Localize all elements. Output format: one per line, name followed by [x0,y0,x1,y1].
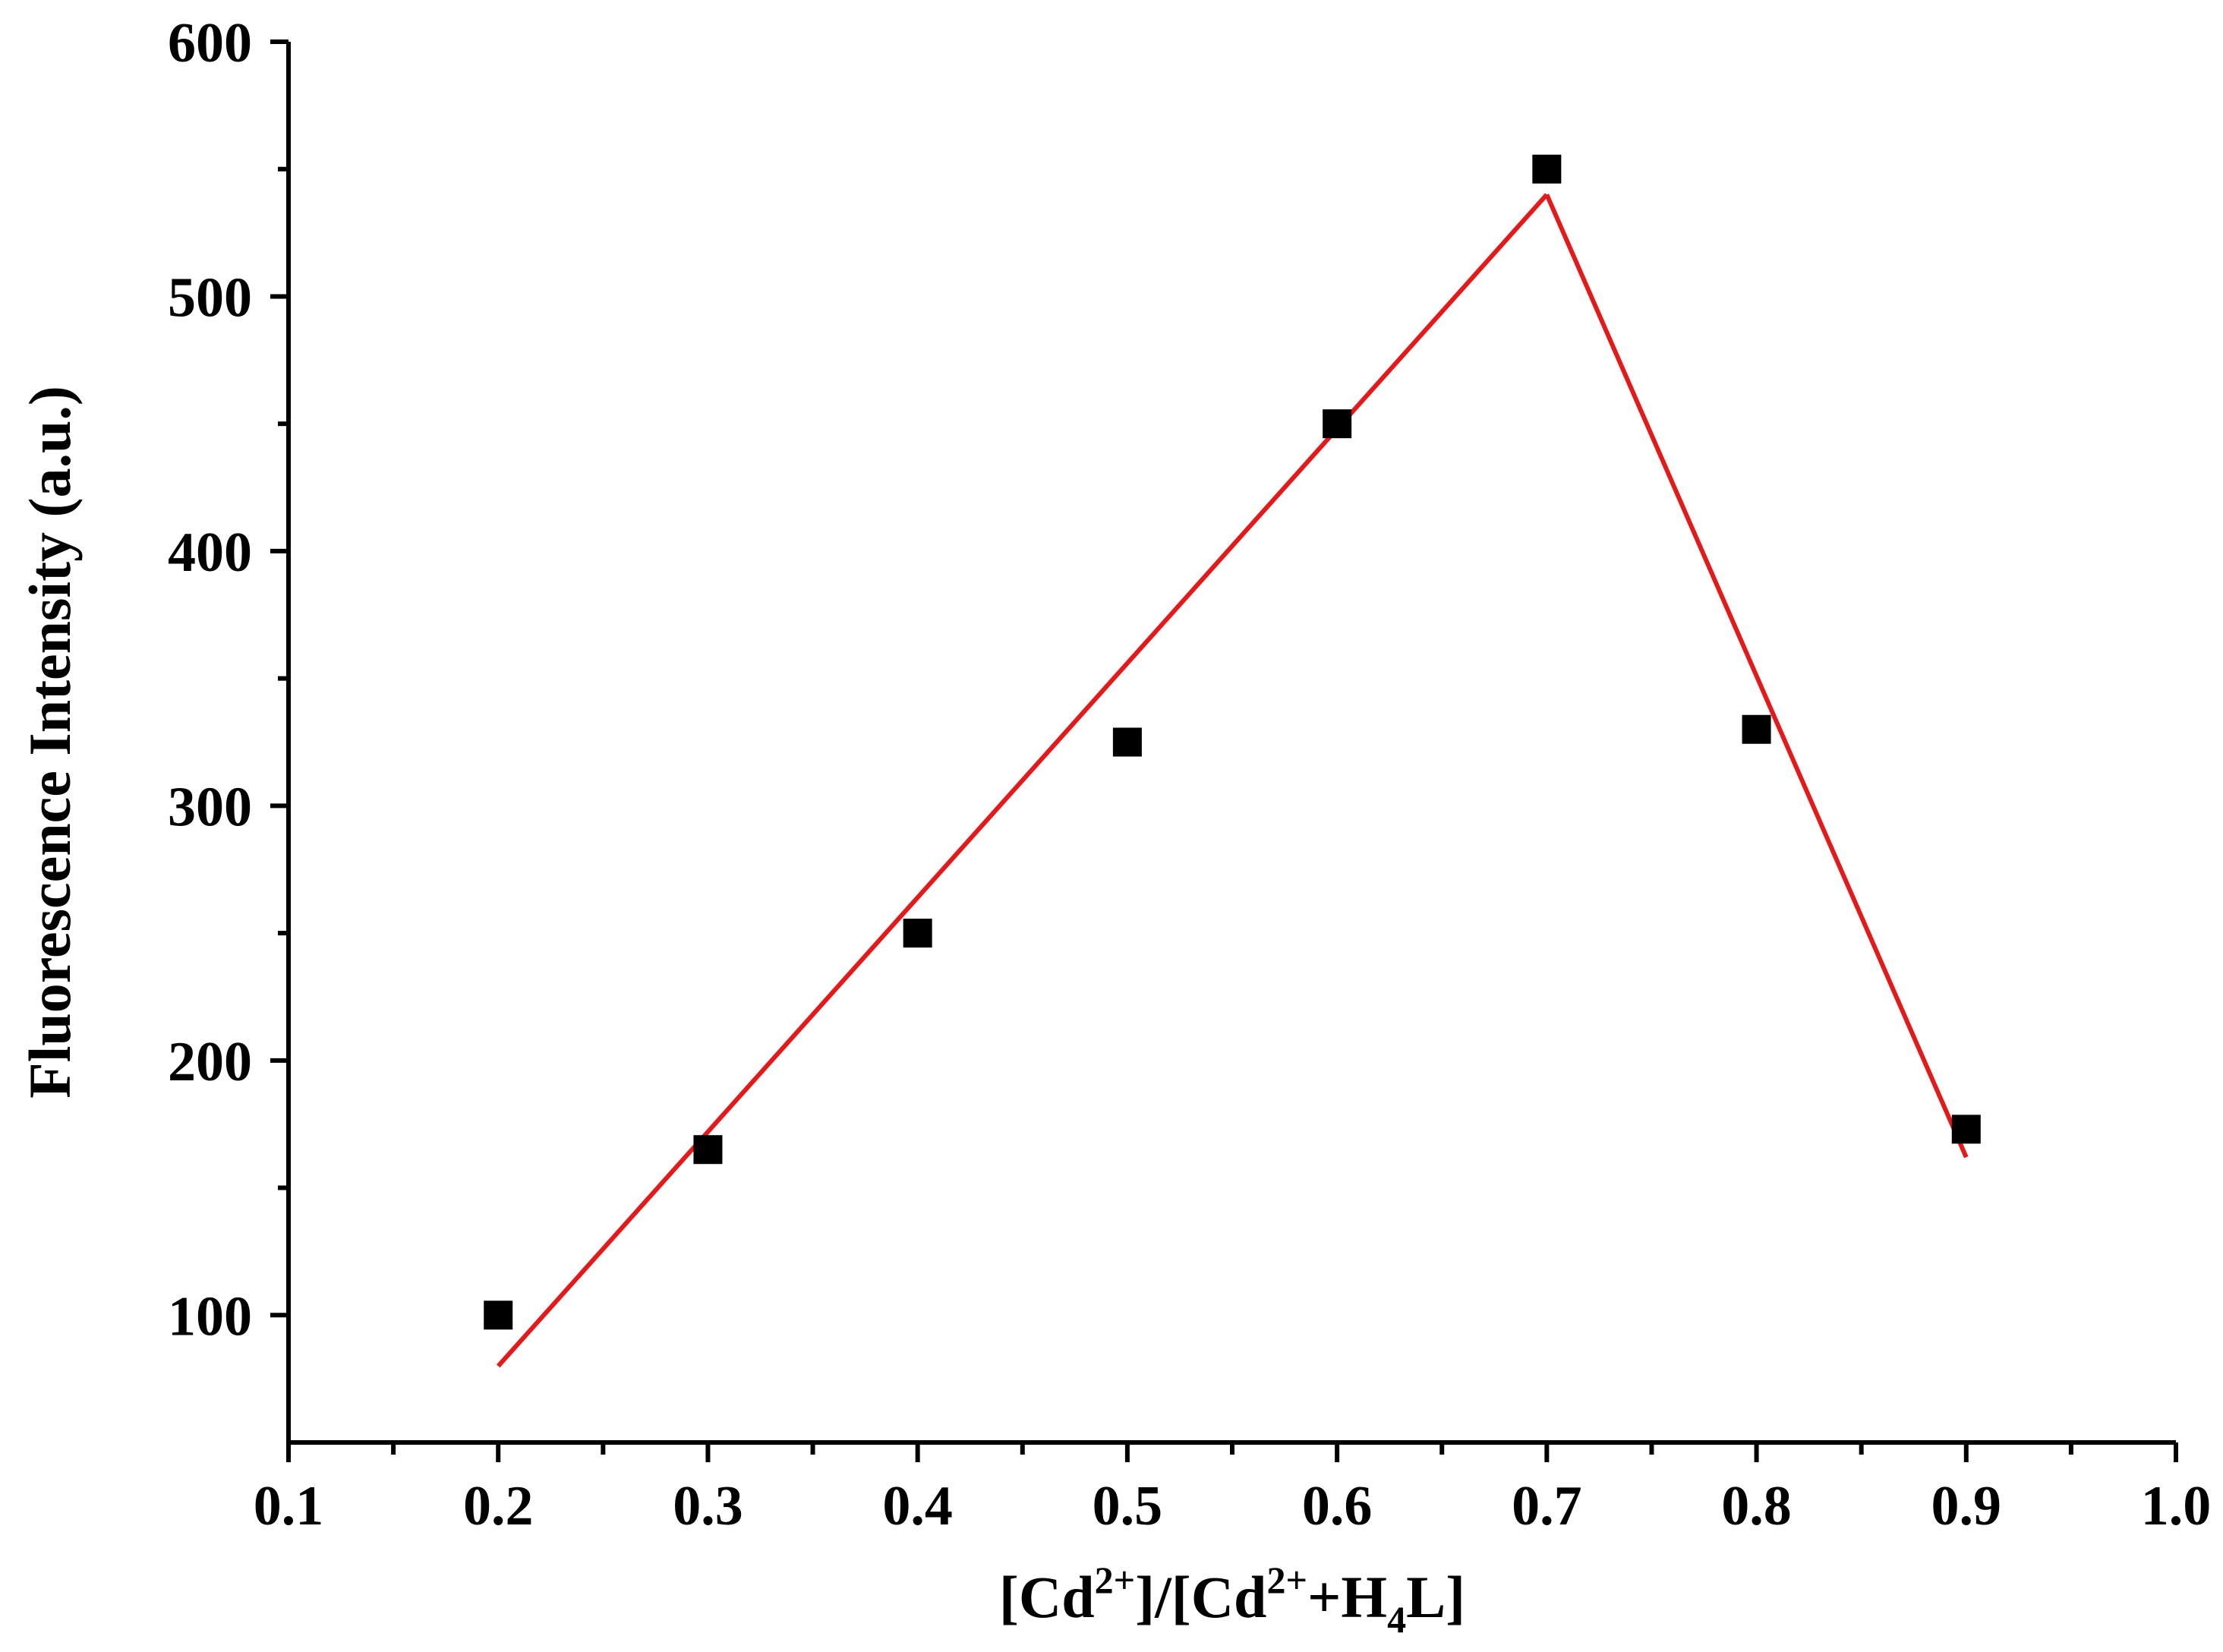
x-axis-title-part: L] [1406,1564,1465,1630]
x-tick-label: 0.3 [673,1475,743,1537]
data-point-marker [693,1135,723,1165]
data-point-marker [1323,409,1352,439]
y-tick-label: 600 [168,12,252,74]
data-point-marker [484,1300,513,1330]
x-axis-title-part: 4 [1387,1598,1406,1641]
x-tick-label: 0.7 [1512,1475,1582,1537]
data-point-marker [1951,1114,1981,1144]
data-markers [484,154,1981,1330]
x-axis-title-part: 2+ [1095,1559,1136,1601]
y-tick-label: 400 [168,522,252,584]
data-point-marker [1112,727,1142,757]
x-axis-title: [Cd2+]/[Cd2++H4L] [999,1559,1465,1641]
fit-line [1544,194,1969,1159]
y-tick-label: 200 [168,1031,252,1093]
x-axis-title-part: [Cd [999,1564,1095,1630]
x-tick-label: 0.4 [882,1475,953,1537]
x-tick-label: 0.5 [1093,1475,1163,1537]
y-axis-ticks: 100 200 300 400 500 600 [168,12,289,1348]
y-tick-label: 100 [168,1285,252,1348]
fit-line [496,193,1549,1368]
x-tick-label: 0.8 [1721,1475,1792,1537]
data-point-marker [1532,154,1562,184]
data-point-marker [903,919,932,948]
data-point-marker [1742,714,1771,744]
axes [286,42,2176,1445]
x-tick-label: 0.1 [254,1475,324,1537]
fit-lines [496,193,1969,1368]
y-tick-label: 300 [168,776,252,838]
x-tick-label: 0.6 [1302,1475,1373,1537]
x-axis-title-part: 2+ [1266,1559,1307,1601]
x-tick-label: 0.2 [463,1475,534,1537]
x-axis-title-part: +H [1307,1564,1387,1630]
x-tick-label: 1.0 [2141,1475,2212,1537]
y-tick-label: 500 [168,266,252,329]
x-tick-label: 0.9 [1931,1475,2002,1537]
x-axis-ticks: 0.1 0.2 0.3 0.4 0.5 0.6 0.7 0.8 0.9 1.0 [254,1442,2212,1537]
y-axis-title: Fluorescence Intensity (a.u.) [17,386,83,1099]
x-axis-title-part: ]/[Cd [1135,1564,1266,1630]
